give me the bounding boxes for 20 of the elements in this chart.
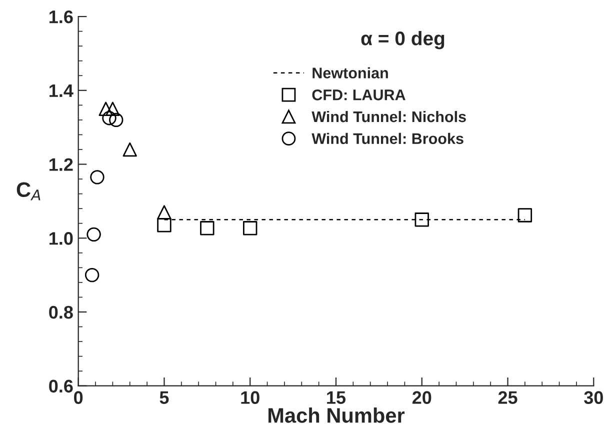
x-tick-label: 25 bbox=[498, 391, 518, 404]
y-tick-label: 1.4 bbox=[50, 84, 74, 97]
x-tick-label: 20 bbox=[412, 391, 432, 404]
y-tick-label: 0.8 bbox=[49, 306, 73, 319]
legend-label: Wind Tunnel: Brooks bbox=[312, 132, 464, 144]
legend-label: CFD: LAURA bbox=[312, 89, 406, 100]
text: α = 0 deg bbox=[361, 31, 444, 50]
x-tick-label: 5 bbox=[160, 391, 169, 404]
x-tick-label: 15 bbox=[327, 391, 346, 404]
x-tick-label: 10 bbox=[241, 391, 260, 404]
legend-label: Wind Tunnel: Nichols bbox=[312, 110, 466, 122]
y-tick-label: 1.2 bbox=[50, 158, 73, 171]
x-tick-label: 0 bbox=[74, 391, 83, 404]
x-tick-label: 30 bbox=[584, 391, 603, 404]
legend-label: Newtonian bbox=[312, 67, 388, 78]
x-axis-title: Mach Number bbox=[268, 408, 405, 423]
y-axis-title: C$_{A}$ bbox=[16, 182, 40, 200]
y-tick-label: 1.6 bbox=[50, 10, 73, 24]
y-tick-label: 1.0 bbox=[50, 232, 73, 245]
y-tick-label: 0.6 bbox=[49, 380, 73, 393]
